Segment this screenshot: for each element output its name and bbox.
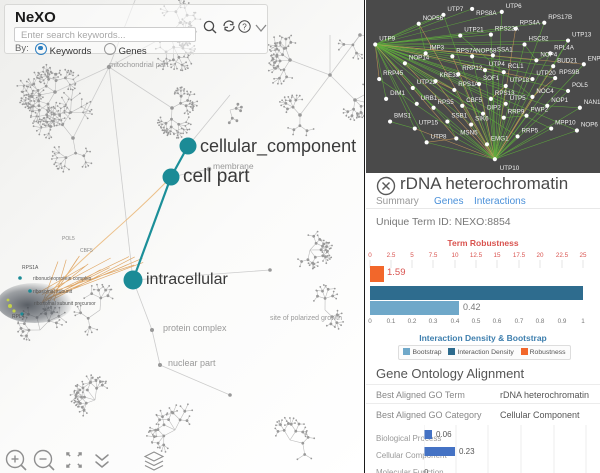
svg-text:UTP9: UTP9 [379, 36, 395, 43]
svg-text:5: 5 [410, 252, 414, 259]
svg-text:RPS1A: RPS1A [22, 265, 39, 271]
svg-text:0.7: 0.7 [515, 318, 524, 325]
svg-text:SSA1: SSA1 [497, 46, 513, 53]
svg-text:SIK6: SIK6 [475, 116, 489, 123]
svg-text:MPP10: MPP10 [555, 120, 576, 127]
svg-text:RPS9B: RPS9B [559, 69, 579, 76]
svg-text:ribosomal subunit: ribosomal subunit [33, 289, 73, 295]
svg-text:15: 15 [493, 252, 501, 259]
svg-text:NOP58: NOP58 [476, 47, 497, 54]
svg-text:17.5: 17.5 [513, 252, 526, 259]
svg-text:UTP21: UTP21 [464, 27, 484, 34]
svg-text:UTP10: UTP10 [500, 165, 520, 172]
svg-text:20: 20 [536, 252, 544, 259]
svg-text:URB1: URB1 [421, 95, 438, 102]
svg-text:NOP6: NOP6 [581, 122, 598, 129]
svg-text:UTP13: UTP13 [572, 32, 592, 39]
svg-text:UTP4: UTP4 [489, 61, 505, 68]
svg-text:RPS17B: RPS17B [548, 14, 572, 21]
svg-text:MSN5: MSN5 [460, 129, 478, 136]
svg-text:RPL4: RPL4 [12, 314, 25, 320]
svg-text:RPS7A: RPS7A [456, 47, 477, 54]
svg-text:NOP56: NOP56 [423, 15, 444, 22]
svg-text:RRP45: RRP45 [383, 70, 404, 77]
svg-text:1: 1 [581, 318, 585, 325]
svg-text:12.5: 12.5 [470, 252, 483, 259]
svg-text:RPS8A: RPS8A [476, 10, 497, 17]
svg-text:BMS1: BMS1 [394, 113, 411, 120]
svg-text:2.5: 2.5 [387, 252, 396, 259]
svg-text:NOP4: NOP4 [540, 51, 557, 58]
svg-text:25: 25 [579, 252, 587, 259]
svg-text:KRE33: KRE33 [440, 72, 460, 79]
svg-text:0: 0 [368, 252, 372, 259]
svg-text:PWP2: PWP2 [530, 107, 548, 114]
svg-text:RPS1A: RPS1A [458, 81, 479, 88]
svg-text:NOP1: NOP1 [551, 97, 568, 104]
svg-text:RPS4A: RPS4A [520, 20, 541, 27]
svg-text:NOC4: NOC4 [536, 88, 554, 95]
svg-text:0.6: 0.6 [493, 318, 502, 325]
svg-text:UTP8: UTP8 [431, 133, 447, 140]
svg-text:UTP15: UTP15 [419, 120, 439, 127]
svg-text:UTP22: UTP22 [417, 79, 437, 86]
svg-text:ribonucleoprotein complex: ribonucleoprotein complex [33, 276, 92, 282]
svg-text:0.3: 0.3 [429, 318, 438, 325]
svg-text:0.9: 0.9 [558, 318, 567, 325]
svg-text:RPS22A: RPS22A [495, 26, 520, 33]
svg-text:CBF5: CBF5 [80, 248, 93, 254]
svg-text:UTP18: UTP18 [510, 77, 530, 84]
svg-text:NAN1: NAN1 [584, 99, 600, 106]
svg-text:DIM1: DIM1 [390, 90, 405, 97]
svg-text:BUD21: BUD21 [557, 57, 578, 64]
svg-text:0.8: 0.8 [536, 318, 545, 325]
svg-text:SSB1: SSB1 [451, 113, 467, 120]
svg-text:POL5: POL5 [572, 82, 588, 89]
svg-text:CBF5: CBF5 [466, 97, 482, 104]
svg-text:RCL1: RCL1 [508, 63, 524, 70]
svg-text:HSC82: HSC82 [528, 36, 549, 43]
svg-text:POL5: POL5 [62, 236, 75, 242]
svg-text:22.5: 22.5 [556, 252, 569, 259]
svg-text:UTP7: UTP7 [447, 6, 463, 13]
svg-text:RRP5: RRP5 [522, 127, 539, 134]
svg-text:0.4: 0.4 [451, 318, 460, 325]
svg-text:NOP14: NOP14 [409, 54, 430, 61]
svg-text:0.5: 0.5 [472, 318, 481, 325]
svg-text:10: 10 [451, 252, 459, 259]
svg-text:0.2: 0.2 [408, 318, 417, 325]
svg-text:UTP20: UTP20 [536, 70, 556, 77]
svg-text:DIP2: DIP2 [487, 105, 501, 112]
svg-text:0: 0 [368, 318, 372, 325]
svg-text:7.5: 7.5 [429, 252, 438, 259]
svg-text:UTP5: UTP5 [510, 95, 526, 102]
svg-text:ribosomal subunit precursor: ribosomal subunit precursor [34, 301, 96, 307]
svg-text:RRP9: RRP9 [508, 109, 525, 116]
svg-text:?: ? [242, 23, 247, 32]
svg-text:0.1: 0.1 [387, 318, 396, 325]
svg-text:ENP1: ENP1 [588, 55, 600, 62]
svg-text:SOF1: SOF1 [483, 75, 500, 82]
svg-text:RPS5: RPS5 [438, 99, 455, 106]
svg-text:EMG1: EMG1 [491, 135, 509, 142]
svg-text:RRP12: RRP12 [462, 65, 483, 72]
svg-text:UTP6: UTP6 [506, 3, 522, 10]
svg-text:IMP3: IMP3 [430, 44, 445, 51]
